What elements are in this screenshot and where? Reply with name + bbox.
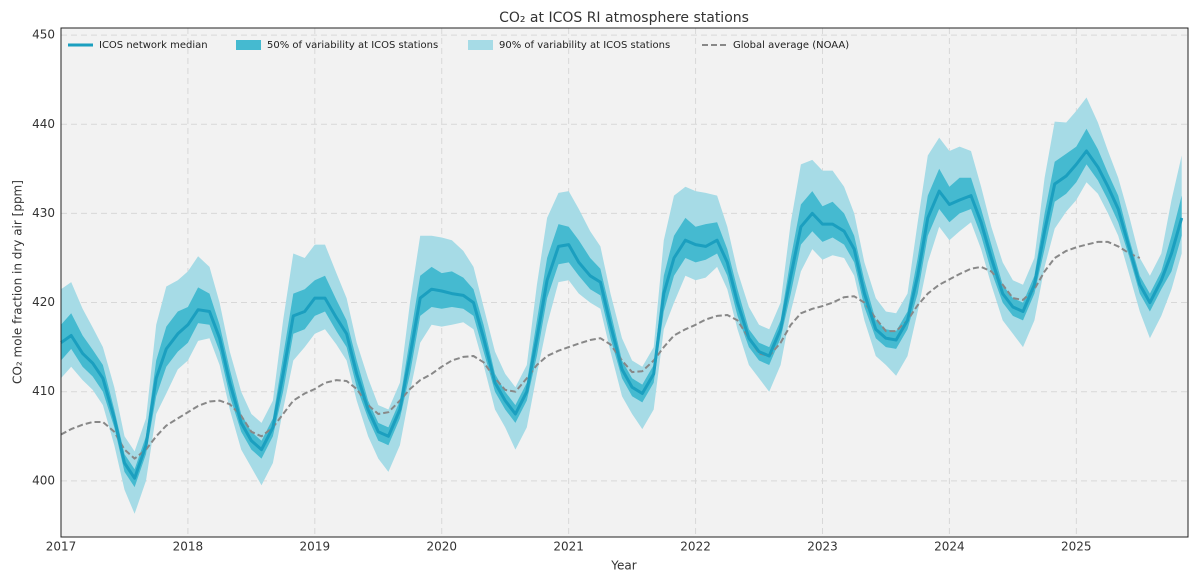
chart-title: CO₂ at ICOS RI atmosphere stations xyxy=(499,10,749,26)
marks xyxy=(60,97,1184,514)
x-axis-label: Year xyxy=(610,559,636,573)
variability-band xyxy=(61,97,1182,514)
x-tick-label: 2019 xyxy=(300,540,331,554)
legend-swatch xyxy=(468,40,493,50)
legend-label: 90% of variability at ICOS stations xyxy=(499,40,670,51)
legend-label: 50% of variability at ICOS stations xyxy=(267,40,438,51)
x-tick-label: 2020 xyxy=(426,540,457,554)
y-axis-label: CO₂ mole fraction in dry air [ppm] xyxy=(11,180,25,384)
y-tick-label: 400 xyxy=(32,473,55,487)
x-tick-label: 2022 xyxy=(680,540,711,554)
plot-frame xyxy=(60,27,1189,538)
y-tick-label: 420 xyxy=(32,295,55,309)
y-tick-label: 440 xyxy=(32,117,55,131)
plot-area xyxy=(61,28,1188,537)
x-tick-label: 2018 xyxy=(173,540,204,554)
y-tick-label: 410 xyxy=(32,384,55,398)
legend-label: Global average (NOAA) xyxy=(733,40,849,51)
legend-swatch xyxy=(236,40,261,50)
series-line xyxy=(60,149,1184,480)
series-line xyxy=(60,240,1141,460)
variability-band xyxy=(61,128,1182,488)
x-tick-label: 2023 xyxy=(807,540,838,554)
x-tick-label: 2024 xyxy=(934,540,965,554)
y-tick-label: 450 xyxy=(32,28,55,42)
legend: ICOS network median 50% of variability at… xyxy=(68,40,849,51)
legend-label: ICOS network median xyxy=(99,40,208,51)
x-tick-label: 2021 xyxy=(553,540,584,554)
y-tick-label: 430 xyxy=(32,206,55,220)
x-tick-label: 2025 xyxy=(1061,540,1092,554)
x-tick-label: 2017 xyxy=(46,540,77,554)
